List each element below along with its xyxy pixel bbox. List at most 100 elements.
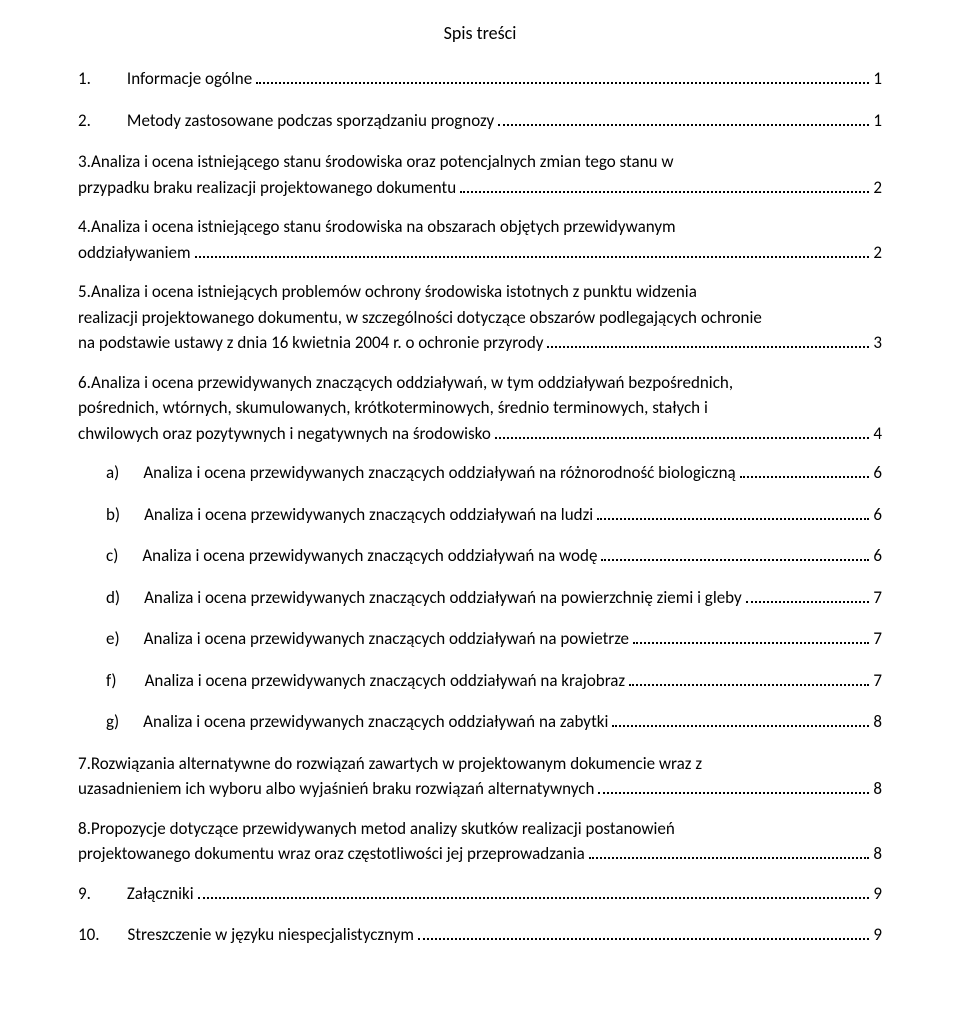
toc-entry-line: 6.Analiza i ocena przewidywanych znacząc… [78,370,882,396]
toc-entry-line: b) Analiza i ocena przewidywanych znacząc… [106,502,882,528]
toc-entry-line: c)Analiza i ocena przewidywanych znacząc… [106,543,882,569]
document-page: Spis treści 1.Informacje ogólne12.Metody… [0,0,960,1033]
toc-entry-number: 3. [78,151,91,172]
toc-entry-text: uzasadnieniem ich wyboru albo wyjaśnień … [78,776,594,802]
toc-entry-text: Analiza i ocena istniejącego stanu środo… [91,216,676,237]
toc-entry-text: chwilowych oraz pozytywnych i negatywnyc… [78,421,491,447]
toc-leader-dots [198,882,870,898]
toc-entry-line: 9.Załączniki9 [78,881,882,907]
toc-entry-text: Załączniki [127,881,194,907]
toc-entry-text: Analiza i ocena przewidywanych znaczącyc… [143,709,608,735]
toc-entry-text: Analiza i ocena przewidywanych znaczącyc… [142,543,597,569]
toc-entry-number: 1. [78,66,91,92]
toc-leader-dots [495,422,870,438]
toc-entry-lastline: uzasadnieniem ich wyboru albo wyjaśnień … [78,776,882,802]
toc-entry-text: Analiza i ocena przewidywanych znaczącyc… [91,372,733,393]
toc-entry: c)Analiza i ocena przewidywanych znacząc… [78,543,882,569]
toc-entry-text: Propozycje dotyczące przewidywanych meto… [91,818,675,839]
toc-entry-text: Analiza i ocena istniejącego stanu środo… [91,151,673,172]
toc-entry-text: Analiza i ocena przewidywanych znaczącyc… [144,502,593,528]
toc-entry-page: 6 [873,502,882,528]
toc-entry: d)Analiza i ocena przewidywanych znacząc… [78,585,882,611]
table-of-contents: 1. Informacje ogólne 1 2. Metody zastosowane… [78,66,882,964]
toc-leader-dots [629,669,869,685]
toc-entry: b) Analiza i ocena przewidywanych znacząc… [78,502,882,528]
toc-entry-page: 2 [873,175,882,201]
toc-entry-lastline: na podstawie ustawy z dnia 16 kwietnia 2… [78,330,882,356]
toc-leader-dots [598,778,869,794]
toc-leader-dots [498,109,869,125]
toc-entry-number: d) [106,585,120,611]
toc-leader-dots [633,628,869,644]
toc-leader-dots [460,176,869,192]
toc-entry: 10. Streszczenie w języku niespecjalistyc… [78,922,882,948]
toc-entry-text: Streszczenie w języku niespecjalistyczny… [128,922,415,948]
toc-entry: g) Analiza i ocena przewidywanych znacząc… [78,709,882,735]
toc-entry-text: projektowanego dokumentu wraz oraz częst… [78,841,585,867]
toc-entry-line: 2. Metody zastosowane podczas sporządzani… [78,108,882,134]
toc-entry-number: f) [106,668,117,694]
toc-entry-number: 6. [78,372,91,393]
toc-entry: 6.Analiza i ocena przewidywanych znacząc… [78,370,882,447]
toc-entry-text: Metody zastosowane podczas sporządzaniu … [127,108,494,134]
toc-entry-text: oddziaływaniem [78,240,191,266]
toc-entry-text: na podstawie ustawy z dnia 16 kwietnia 2… [78,330,543,356]
toc-entry-text: Rozwiązania alternatywne do rozwiązań za… [91,753,702,774]
toc-leader-dots [746,586,870,602]
toc-entry-text: Analiza i ocena przewidywanych znaczącyc… [143,460,735,486]
toc-entry-page: 6 [873,543,882,569]
toc-entry: e) Analiza i ocena przewidywanych znacząc… [78,626,882,652]
toc-entry-line: 10. Streszczenie w języku niespecjalistyc… [78,922,882,948]
toc-entry-number: g) [106,709,119,735]
toc-entry-page: 3 [873,330,882,356]
toc-entry: 9.Załączniki9 [78,881,882,907]
toc-leader-dots [418,924,869,940]
toc-entry: f)Analiza i ocena przewidywanych znacząc… [78,668,882,694]
toc-entry-line: realizacji projektowanego dokumentu, w s… [78,305,882,331]
toc-leader-dots [195,241,870,257]
toc-entry-lastline: chwilowych oraz pozytywnych i negatywnyc… [78,421,882,447]
toc-entry-page: 8 [873,709,882,735]
toc-entry: 8.Propozycje dotyczące przewidywanych me… [78,816,882,867]
toc-leader-dots [740,462,870,478]
toc-entry-page: 7 [873,668,882,694]
toc-entry: 2. Metody zastosowane podczas sporządzani… [78,108,882,134]
toc-entry-line: f)Analiza i ocena przewidywanych znacząc… [106,668,882,694]
toc-entry: 7.Rozwiązania alternatywne do rozwiązań … [78,751,882,802]
toc-entry-number: 9. [78,881,91,907]
toc-entry-line: 5.Analiza i ocena istniejących problemów… [78,279,882,305]
toc-leader-dots [589,843,870,859]
toc-entry-text: przypadku braku realizacji projektowaneg… [78,175,456,201]
toc-entry: 5.Analiza i ocena istniejących problemów… [78,279,882,356]
toc-entry-line: 7.Rozwiązania alternatywne do rozwiązań … [78,751,882,777]
toc-entry-page: 1 [873,66,882,92]
toc-entry-text: Analiza i ocena istniejących problemów o… [91,281,697,302]
toc-entry-text: Informacje ogólne [127,66,252,92]
toc-entry-number: 10. [78,922,100,948]
toc-entry: 3.Analiza i ocena istniejącego stanu śro… [78,149,882,200]
toc-entry-line: e) Analiza i ocena przewidywanych znacząc… [106,626,882,652]
toc-entry-page: 9 [873,922,882,948]
toc-entry-number: 2. [78,108,91,134]
toc-entry-number: 7. [78,753,91,774]
toc-entry-line: g) Analiza i ocena przewidywanych znacząc… [106,709,882,735]
toc-entry: 4.Analiza i ocena istniejącego stanu śro… [78,214,882,265]
toc-entry-number: e) [106,626,120,652]
toc-entry-line: 1. Informacje ogólne 1 [78,66,882,92]
toc-entry-line: a)Analiza i ocena przewidywanych znacząc… [106,460,882,486]
toc-entry-line: 4.Analiza i ocena istniejącego stanu śro… [78,214,882,240]
toc-entry-lastline: oddziaływaniem2 [78,240,882,266]
toc-entry-page: 8 [873,776,882,802]
toc-leader-dots [256,68,869,84]
toc-entry-number: 5. [78,281,91,302]
toc-entry-page: 7 [873,585,882,611]
toc-entry-page: 1 [873,108,882,134]
toc-entry: a)Analiza i ocena przewidywanych znacząc… [78,460,882,486]
toc-entry-number: b) [106,502,120,528]
toc-entry-line: d)Analiza i ocena przewidywanych znacząc… [106,585,882,611]
toc-entry-text: Analiza i ocena przewidywanych znaczącyc… [144,626,629,652]
toc-entry-page: 6 [873,460,882,486]
toc-entry-line: pośrednich, wtórnych, skumulowanych, kró… [78,395,882,421]
toc-leader-dots [601,545,869,561]
toc-leader-dots [597,503,869,519]
